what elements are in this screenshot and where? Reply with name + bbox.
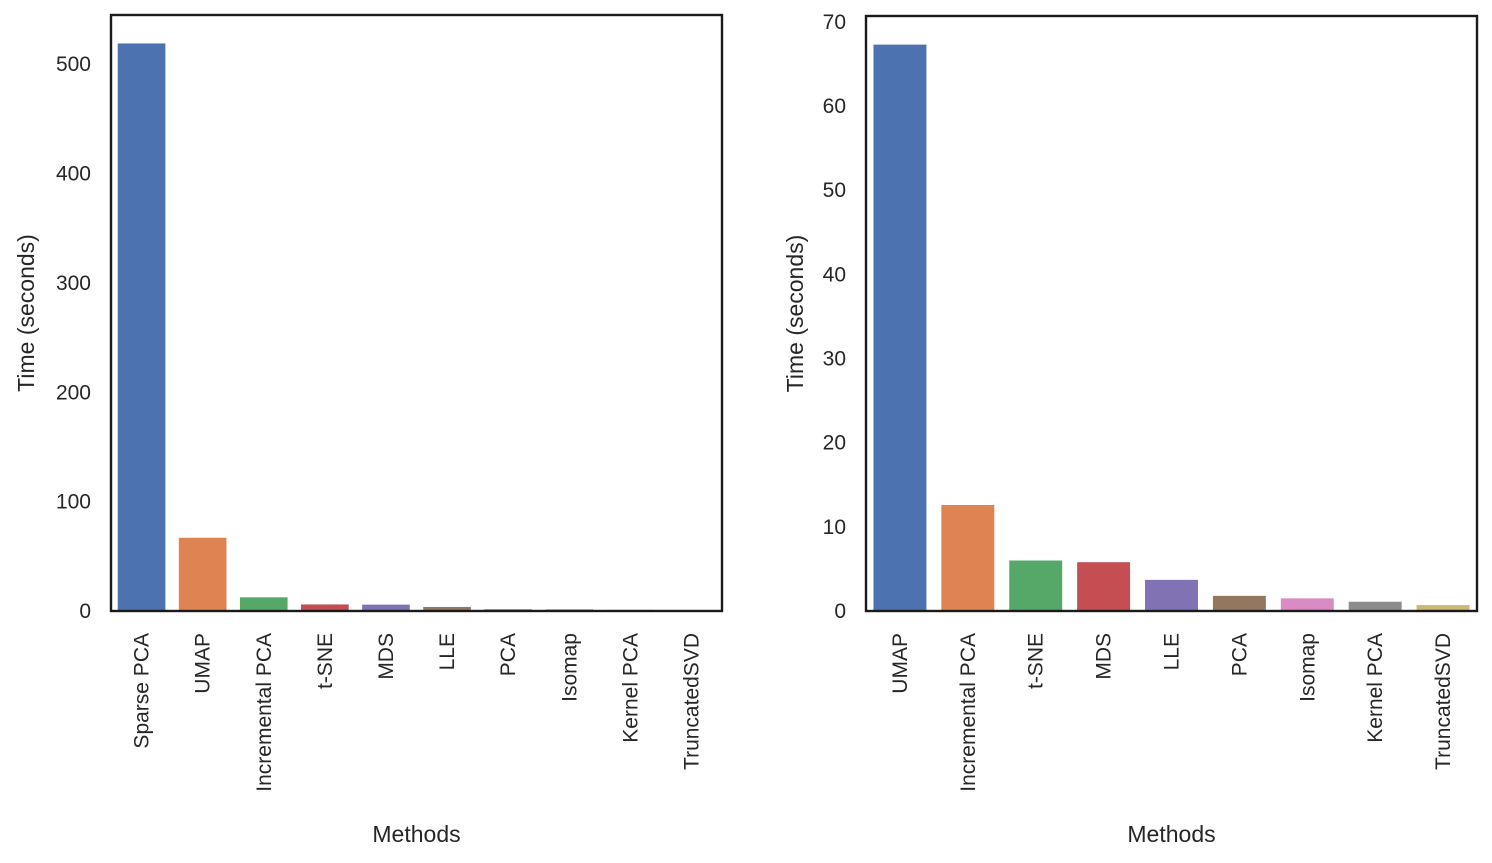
x-tick-label: LLE bbox=[1161, 633, 1184, 670]
x-tick-label: Isomap bbox=[1296, 633, 1319, 702]
x-axis-label: Methods bbox=[1127, 821, 1215, 847]
y-tick-label: 400 bbox=[56, 163, 91, 186]
x-tick-label: Sparse PCA bbox=[131, 633, 154, 749]
y-tick-label: 70 bbox=[823, 11, 846, 34]
x-tick-label: Incremental PCA bbox=[957, 633, 980, 792]
x-tick-label: Kernel PCA bbox=[1364, 633, 1387, 743]
bar-umap bbox=[873, 44, 927, 611]
x-tick-label: Isomap bbox=[558, 633, 581, 702]
x-tick-label: Incremental PCA bbox=[253, 633, 276, 792]
x-tick-label: t-SNE bbox=[314, 633, 337, 689]
y-axis-label: Time (seconds) bbox=[13, 234, 39, 392]
y-tick-label: 50 bbox=[823, 179, 846, 202]
y-tick-label: 0 bbox=[834, 600, 846, 623]
bar-umap bbox=[178, 537, 227, 611]
y-tick-label: 100 bbox=[56, 491, 91, 514]
bar-pca bbox=[1212, 595, 1266, 611]
y-tick-label: 300 bbox=[56, 272, 91, 295]
bar-t-sne bbox=[301, 604, 349, 611]
y-tick-label: 60 bbox=[823, 95, 846, 118]
y-tick-label: 40 bbox=[823, 263, 846, 286]
x-tick-label: LLE bbox=[436, 633, 459, 670]
x-tick-label: PCA bbox=[497, 633, 520, 676]
bar-incremental-pca bbox=[239, 597, 288, 611]
plot-frame bbox=[864, 14, 1479, 613]
bar-lle bbox=[423, 606, 471, 611]
left-bar-chart: 0 100 200 300 400 500 Sparse PCA UMAP Incrementa… bbox=[13, 13, 724, 847]
bar-t-sne bbox=[1009, 560, 1063, 611]
y-axis-label: Time (seconds) bbox=[782, 235, 808, 393]
x-tick-label: PCA bbox=[1228, 633, 1251, 676]
y-tick-label: 500 bbox=[56, 53, 91, 76]
bar-incremental-pca bbox=[941, 504, 995, 611]
bar-isomap bbox=[1280, 598, 1334, 611]
x-axis-label: Methods bbox=[372, 821, 460, 847]
y-tick-label: 0 bbox=[79, 600, 91, 623]
bar-mds bbox=[362, 604, 410, 611]
x-tick-label: MDS bbox=[1093, 633, 1116, 680]
y-tick-label: 200 bbox=[56, 381, 91, 404]
x-tick-label: TruncatedSVD bbox=[680, 633, 703, 770]
y-tick-label: 20 bbox=[823, 432, 846, 455]
x-tick-label: Kernel PCA bbox=[619, 633, 642, 743]
right-bar-chart: 0 10 20 30 40 50 60 70 UMAP Incremental PCA t-SNE M… bbox=[782, 11, 1479, 847]
bar-sparse-pca bbox=[117, 43, 166, 611]
bar-mds bbox=[1077, 562, 1131, 611]
x-tick-label: UMAP bbox=[192, 633, 215, 694]
bar-truncatedsvd bbox=[1416, 605, 1470, 611]
x-tick-label: t-SNE bbox=[1025, 633, 1048, 689]
x-tick-label: MDS bbox=[375, 633, 398, 680]
y-tick-label: 10 bbox=[823, 516, 846, 539]
x-tick-label: TruncatedSVD bbox=[1432, 633, 1455, 770]
plot-frame bbox=[109, 13, 724, 613]
bar-kernel-pca bbox=[1348, 601, 1402, 611]
bar-lle bbox=[1145, 579, 1198, 611]
y-tick-label: 30 bbox=[823, 348, 846, 371]
x-tick-label: UMAP bbox=[889, 633, 912, 694]
